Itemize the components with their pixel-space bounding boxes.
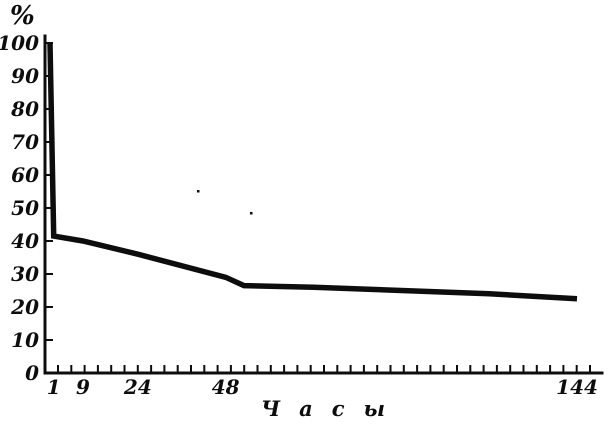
- x-axis-label: Часы: [261, 396, 404, 421]
- y-tick-label: 20: [10, 295, 39, 319]
- y-tick-label: 40: [11, 229, 39, 253]
- y-tick-label: 0: [25, 361, 39, 385]
- data-line: [47, 42, 578, 302]
- y-tick-label: 30: [11, 262, 39, 286]
- y-tick-label: 60: [11, 163, 39, 187]
- y-tick-label: 10: [11, 328, 39, 352]
- scan-speck: [197, 190, 200, 193]
- x-tick-label: 24: [123, 375, 152, 399]
- y-tick-label: 50: [11, 196, 39, 220]
- y-tick-label: 90: [11, 64, 39, 88]
- x-tick-label: 48: [212, 375, 240, 399]
- x-tick-label: 144: [556, 375, 598, 399]
- x-tick-label: 9: [76, 375, 90, 399]
- plot-area: 0 10 20 30 40 50 60 70 80 90 100 1 9 24 48 144: [0, 31, 604, 399]
- scan-speck: [250, 212, 253, 215]
- y-tick-label: 70: [11, 130, 39, 154]
- y-tick-label: 100: [0, 31, 39, 55]
- y-axis-unit-label: %: [10, 1, 35, 31]
- y-tick-label: 80: [10, 97, 39, 121]
- axis-lines: [43, 34, 604, 375]
- x-tick-label: 1: [47, 375, 61, 399]
